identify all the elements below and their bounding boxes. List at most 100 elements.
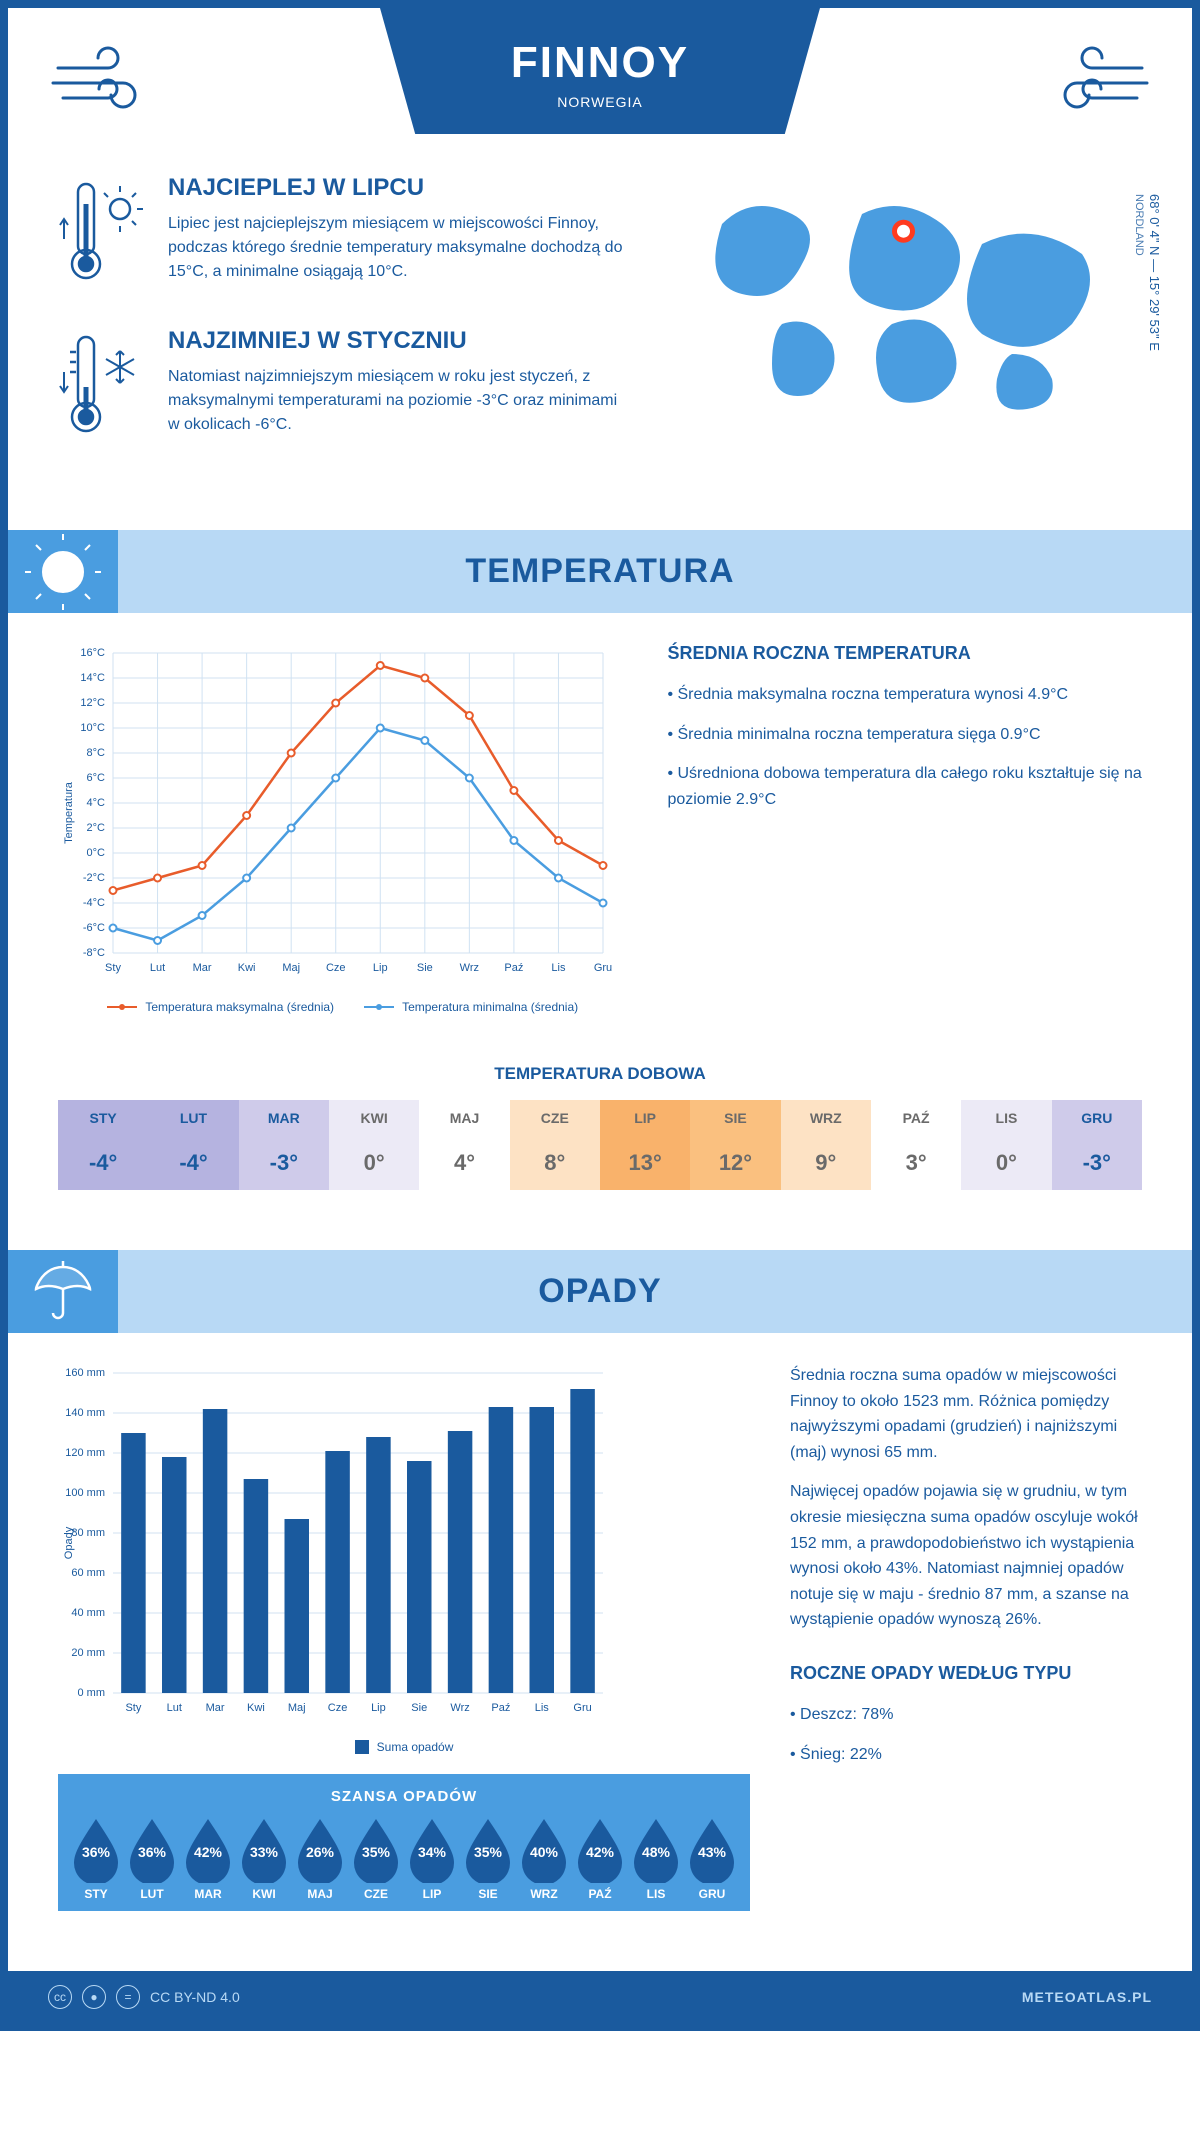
daily-value: 4°: [419, 1136, 509, 1190]
daily-value: -3°: [1052, 1136, 1142, 1190]
chance-drop: 35% SIE: [460, 1815, 516, 1901]
svg-text:-4°C: -4°C: [83, 897, 105, 909]
precip-p2: Najwięcej opadów pojawia się w grudniu, …: [790, 1479, 1142, 1633]
svg-text:0°C: 0°C: [87, 847, 106, 859]
daily-value: 13°: [600, 1136, 690, 1190]
chance-drop: 33%KWI: [236, 1815, 292, 1901]
page-title: FINNOY: [400, 38, 800, 88]
chance-drop: 42%PAŹ: [572, 1815, 628, 1901]
svg-text:140 mm: 140 mm: [65, 1407, 105, 1419]
chance-value: 35%: [474, 1844, 502, 1860]
coords-lon: 15° 29' 53" E: [1147, 276, 1162, 351]
thermometer-sun-icon: [58, 174, 148, 299]
chance-month: SIE: [460, 1887, 516, 1901]
svg-text:Sty: Sty: [105, 962, 121, 974]
daily-value: -3°: [239, 1136, 329, 1190]
temperature-body: -8°C-6°C-4°C-2°C0°C2°C4°C6°C8°C10°C12°C1…: [8, 643, 1192, 1044]
precip-type-title: ROCZNE OPADY WEDŁUG TYPU: [790, 1663, 1142, 1684]
daily-cell: GRU-3°: [1052, 1100, 1142, 1190]
chance-month: LIP: [404, 1887, 460, 1901]
svg-text:0 mm: 0 mm: [78, 1687, 106, 1699]
svg-text:8°C: 8°C: [87, 747, 106, 759]
chance-month: CZE: [348, 1887, 404, 1901]
daily-month: PAŹ: [871, 1100, 961, 1136]
chance-month: MAR: [180, 1887, 236, 1901]
precipitation-chart: 0 mm20 mm40 mm60 mm80 mm100 mm120 mm140 …: [58, 1363, 750, 1911]
wind-icon: [48, 38, 168, 133]
svg-text:Kwi: Kwi: [238, 962, 256, 974]
svg-text:60 mm: 60 mm: [71, 1567, 105, 1579]
svg-text:Paź: Paź: [491, 1702, 510, 1714]
daily-cell: LIS0°: [961, 1100, 1051, 1190]
annual-temp-line: • Średnia minimalna roczna temperatura s…: [667, 722, 1142, 748]
temperature-chart: -8°C-6°C-4°C-2°C0°C2°C4°C6°C8°C10°C12°C1…: [58, 643, 627, 1014]
svg-text:-8°C: -8°C: [83, 947, 105, 959]
daily-month: SIE: [690, 1100, 780, 1136]
legend-max: Temperatura maksymalna (średnia): [107, 1000, 334, 1014]
svg-text:40 mm: 40 mm: [71, 1607, 105, 1619]
chance-value: 43%: [698, 1844, 726, 1860]
chance-value: 33%: [250, 1844, 278, 1860]
svg-text:Mar: Mar: [193, 962, 212, 974]
svg-text:Cze: Cze: [328, 1702, 348, 1714]
temperature-legend: Temperatura maksymalna (średnia) Tempera…: [58, 1000, 627, 1014]
daily-value: 12°: [690, 1136, 780, 1190]
daily-month: WRZ: [781, 1100, 871, 1136]
chance-month: LIS: [628, 1887, 684, 1901]
chance-value: 36%: [138, 1844, 166, 1860]
chance-value: 40%: [530, 1844, 558, 1860]
daily-value: 0°: [961, 1136, 1051, 1190]
daily-month: LIP: [600, 1100, 690, 1136]
annual-temp-line: • Uśredniona dobowa temperatura dla całe…: [667, 761, 1142, 812]
warmest-block: NAJCIEPLEJ W LIPCU Lipiec jest najcieple…: [58, 174, 632, 299]
svg-text:2°C: 2°C: [87, 822, 106, 834]
daily-month: CZE: [510, 1100, 600, 1136]
chance-title: SZANSA OPADÓW: [58, 1788, 750, 1805]
daily-cell: LIP13°: [600, 1100, 690, 1190]
temperature-section-header: TEMPERATURA: [8, 530, 1192, 613]
coordinates: 68° 0' 4" N — 15° 29' 53" E NORDLAND: [1132, 194, 1162, 351]
chance-drop: 26% MAJ: [292, 1815, 348, 1901]
daily-cell: MAJ4°: [419, 1100, 509, 1190]
svg-text:Paź: Paź: [504, 962, 523, 974]
precipitation-section-header: OPADY: [8, 1250, 1192, 1333]
umbrella-icon: [8, 1250, 118, 1333]
daily-value: -4°: [148, 1136, 238, 1190]
svg-text:Kwi: Kwi: [247, 1702, 265, 1714]
daily-month: MAJ: [419, 1100, 509, 1136]
svg-text:Maj: Maj: [282, 962, 300, 974]
daily-cell: STY-4°: [58, 1100, 148, 1190]
svg-text:4°C: 4°C: [87, 797, 106, 809]
chance-month: LUT: [124, 1887, 180, 1901]
svg-text:Lut: Lut: [167, 1702, 182, 1714]
coldest-text: Natomiast najzimniejszym miesiącem w rok…: [168, 365, 632, 437]
svg-text:Sie: Sie: [417, 962, 433, 974]
chance-value: 42%: [194, 1844, 222, 1860]
svg-text:Temperatura: Temperatura: [63, 781, 75, 844]
chance-value: 48%: [642, 1844, 670, 1860]
svg-text:Opady: Opady: [63, 1526, 75, 1559]
chance-drop: 43%GRU: [684, 1815, 740, 1901]
svg-text:-2°C: -2°C: [83, 872, 105, 884]
svg-text:14°C: 14°C: [80, 672, 105, 684]
chance-drop: 35%CZE: [348, 1815, 404, 1901]
svg-text:Wrz: Wrz: [460, 962, 479, 974]
temperature-heading: TEMPERATURA: [8, 552, 1192, 591]
chance-value: 34%: [418, 1844, 446, 1860]
svg-text:Wrz: Wrz: [450, 1702, 469, 1714]
coldest-title: NAJZIMNIEJ W STYCZNIU: [168, 327, 632, 355]
precipitation-legend: Suma opadów: [58, 1740, 750, 1754]
daily-month: LUT: [148, 1100, 238, 1136]
temperature-text: ŚREDNIA ROCZNA TEMPERATURA • Średnia mak…: [667, 643, 1142, 1014]
daily-month: GRU: [1052, 1100, 1142, 1136]
svg-text:16°C: 16°C: [80, 647, 105, 659]
svg-text:20 mm: 20 mm: [71, 1647, 105, 1659]
precipitation-chance-panel: SZANSA OPADÓW 36%STY36%LUT42%MAR33%KWI26…: [58, 1774, 750, 1911]
chance-drop: 36%STY: [68, 1815, 124, 1901]
chance-month: MAJ: [292, 1887, 348, 1901]
svg-text:12°C: 12°C: [80, 697, 105, 709]
footer-license: cc ● = CC BY-ND 4.0: [48, 1985, 240, 2009]
chance-value: 26%: [306, 1844, 334, 1860]
svg-text:Lip: Lip: [371, 1702, 386, 1714]
chance-drop: 36% LUT: [124, 1815, 180, 1901]
